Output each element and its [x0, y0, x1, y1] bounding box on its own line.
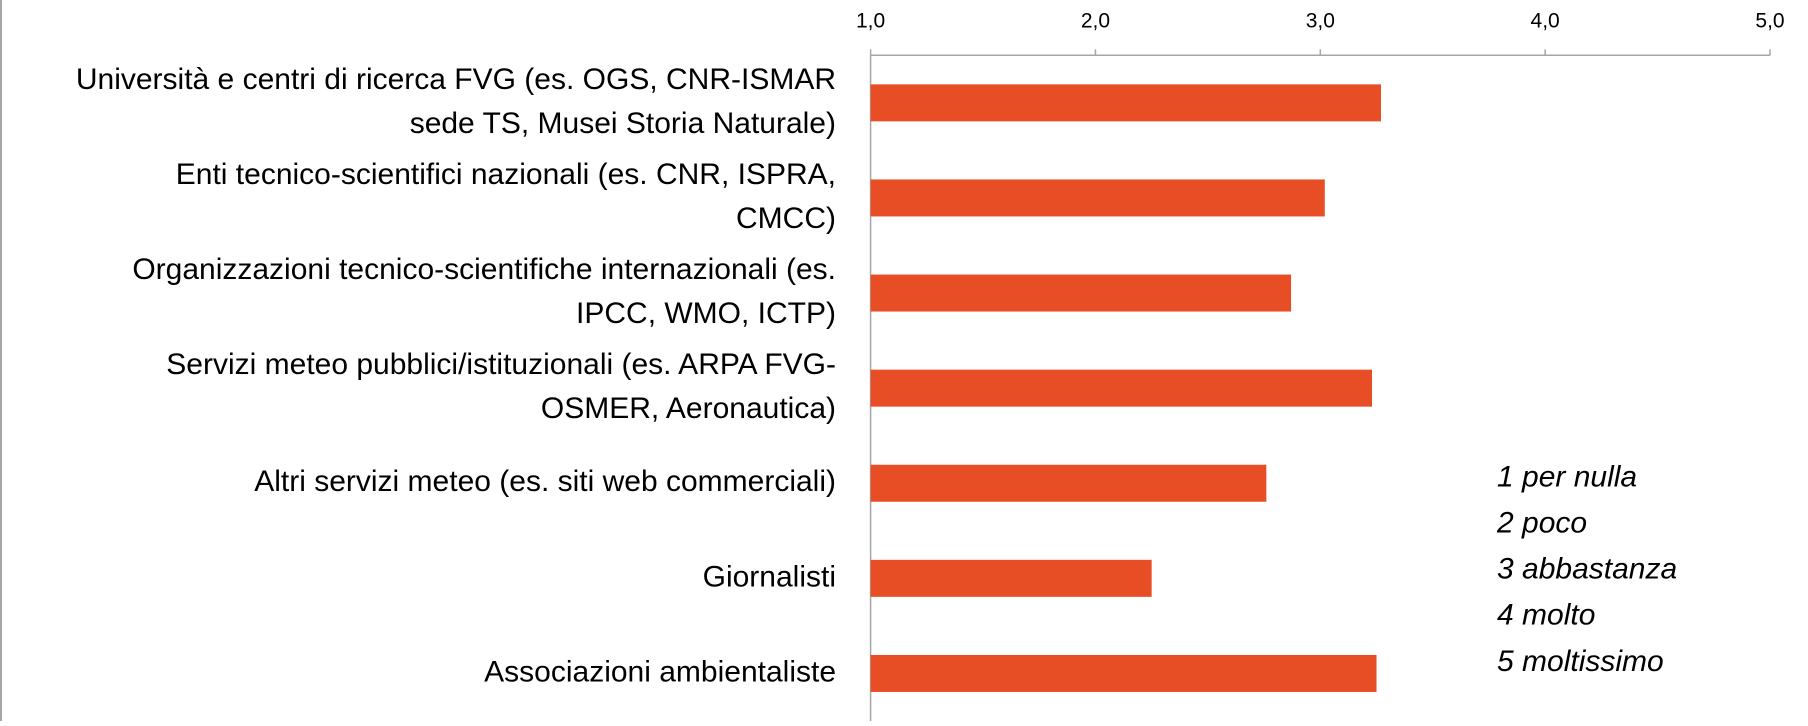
- bar: [870, 369, 1373, 407]
- annotation: 5 moltissimo: [1497, 645, 1664, 678]
- bar: [870, 654, 1377, 692]
- annotation: 4 molto: [1497, 599, 1595, 632]
- x-tick-label: 4,0: [1531, 10, 1560, 33]
- x-tick-label: 5,0: [1755, 10, 1784, 33]
- y-tick-label: CMCC): [736, 202, 836, 235]
- y-tick-label: sede TS, Musei Storia Naturale): [410, 107, 836, 140]
- y-tick-label: Servizi meteo pubblici/istituzionali (es…: [166, 348, 836, 381]
- bar: [870, 464, 1267, 502]
- bar: [870, 274, 1292, 312]
- y-tick-label: Università e centri di ricerca FVG (es. …: [76, 63, 836, 96]
- x-tick-label: 3,0: [1306, 10, 1335, 33]
- annotation: 3 abbastanza: [1497, 553, 1677, 586]
- x-tick-label: 2,0: [1081, 10, 1110, 33]
- y-tick-label: Organizzazioni tecnico-scientifiche inte…: [132, 253, 836, 286]
- bar: [870, 559, 1152, 597]
- bar: [870, 84, 1382, 122]
- y-tick-label: OSMER, Aeronautica): [541, 392, 836, 425]
- annotation: 1 per nulla: [1497, 460, 1637, 493]
- y-tick-label: IPCC, WMO, ICTP): [576, 297, 836, 330]
- x-tick-label: 1,0: [856, 10, 885, 33]
- y-tick-label: Enti tecnico-scientifici nazionali (es. …: [176, 158, 836, 191]
- y-tick-label: Giornalisti: [703, 560, 836, 593]
- y-tick-label: Altri servizi meteo (es. siti web commer…: [254, 465, 836, 498]
- annotation: 2 poco: [1496, 507, 1587, 540]
- y-tick-label: Associazioni ambientaliste: [484, 655, 836, 688]
- bar: [870, 179, 1325, 217]
